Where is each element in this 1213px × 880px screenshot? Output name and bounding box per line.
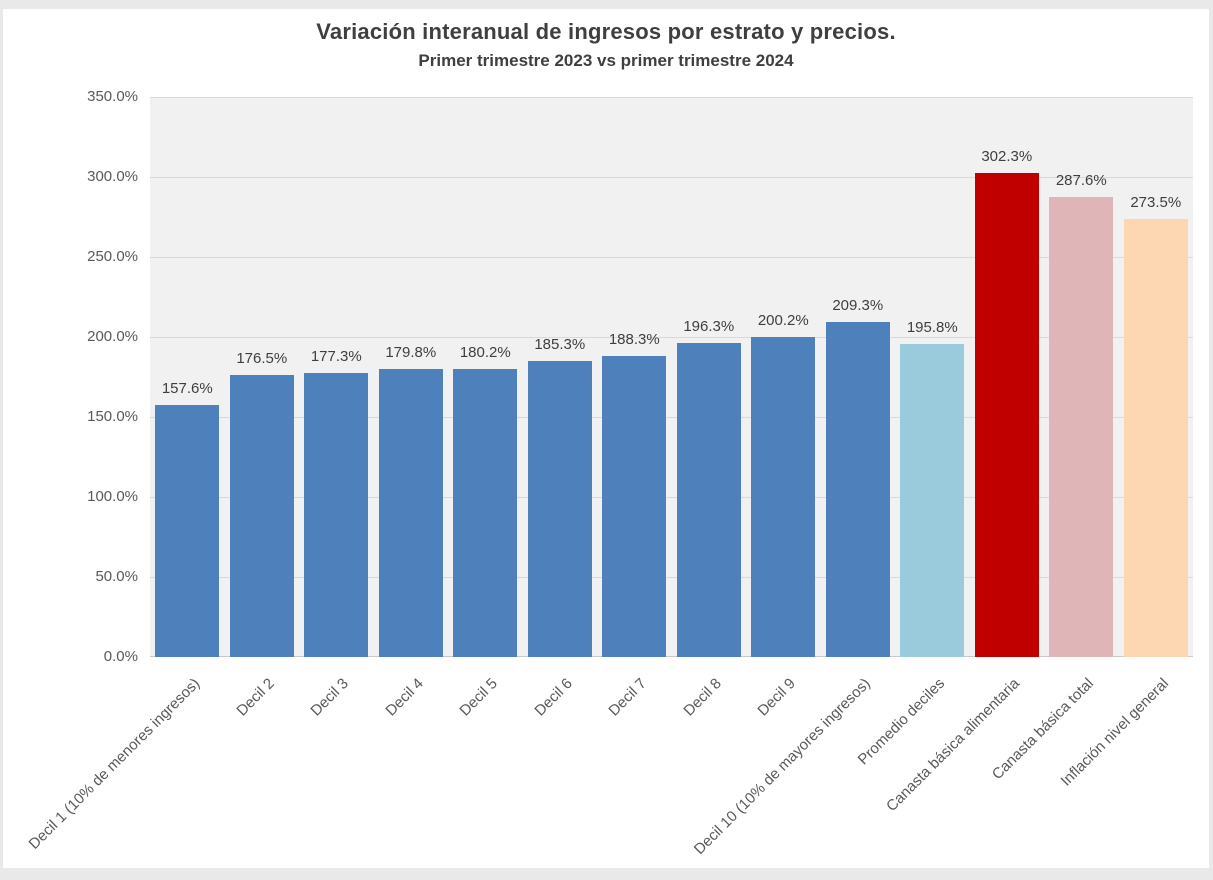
- bar-1: [155, 404, 220, 657]
- x-axis-tick-label: Canasta básica alimentaria: [882, 675, 1023, 815]
- chart-subtitle: Primer trimestre 2023 vs primer trimestr…: [418, 51, 794, 70]
- bar-value-label: 195.8%: [906, 318, 958, 336]
- y-axis-tick-label: 200.0%: [87, 328, 138, 345]
- bar-5: [453, 368, 518, 657]
- bar-value-label: 287.6%: [1055, 171, 1107, 189]
- x-axis-tick-label: Decil 4: [382, 675, 427, 720]
- y-axis-tick-label: 250.0%: [87, 248, 138, 265]
- bar-12: [974, 173, 1039, 657]
- bar-2: [229, 374, 294, 657]
- chart-title: Variación interanual de ingresos por est…: [316, 19, 896, 44]
- x-axis-tick-label: Decil 8: [680, 675, 725, 720]
- bar-value-label: 185.3%: [534, 335, 586, 353]
- bar-10: [825, 322, 890, 657]
- gridline-0: [150, 656, 1193, 657]
- bar-value-label: 180.2%: [459, 343, 511, 361]
- bar-8: [676, 342, 741, 657]
- y-axis-tick-label: 0.0%: [103, 648, 138, 665]
- bar-value-label: 209.3%: [832, 297, 884, 315]
- bar-value-label: 177.3%: [310, 348, 362, 366]
- bar-value-label: 157.6%: [161, 379, 213, 397]
- gridline-350: [150, 97, 1193, 98]
- y-axis-tick-label: 300.0%: [87, 168, 138, 185]
- bar-value-label: 176.5%: [236, 349, 288, 367]
- bar-value-label: 273.5%: [1130, 194, 1182, 212]
- x-axis-tick-label: Decil 6: [531, 675, 576, 720]
- bar-value-label: 200.2%: [757, 311, 809, 329]
- bar-11: [900, 343, 965, 657]
- gridline-300: [150, 177, 1193, 178]
- gridline-200: [150, 337, 1193, 338]
- gridline-250: [150, 257, 1193, 258]
- bar-7: [602, 355, 667, 657]
- y-axis-tick-label: 100.0%: [87, 488, 138, 505]
- bar-4: [378, 369, 443, 657]
- bar-6: [527, 360, 592, 657]
- bar-value-label: 179.8%: [385, 344, 437, 362]
- bar-13: [1049, 196, 1114, 657]
- x-axis-tick-label: Decil 2: [233, 675, 278, 720]
- gridline-50: [150, 577, 1193, 578]
- x-axis-tick-label: Decil 7: [605, 675, 651, 720]
- bar-9: [751, 336, 816, 657]
- x-axis-tick-label: Decil 9: [754, 675, 800, 720]
- bar-value-label: 302.3%: [981, 148, 1033, 166]
- x-axis-tick-label: Decil 1 (10% de menores ingresos): [25, 675, 204, 853]
- x-axis-tick-label: Decil 5: [456, 675, 502, 720]
- y-axis-tick-label: 150.0%: [87, 408, 138, 425]
- y-axis-tick-label: 50.0%: [95, 568, 138, 585]
- bar-3: [304, 373, 369, 657]
- y-axis-tick-label: 350.0%: [87, 88, 138, 105]
- bar-value-label: 196.3%: [683, 317, 735, 335]
- plot-area: [150, 97, 1193, 657]
- gridline-100: [150, 497, 1193, 498]
- bar-value-label: 188.3%: [608, 330, 660, 348]
- bar-14: [1123, 219, 1188, 657]
- x-axis-tick-label: Decil 3: [307, 675, 353, 720]
- gridline-150: [150, 417, 1193, 418]
